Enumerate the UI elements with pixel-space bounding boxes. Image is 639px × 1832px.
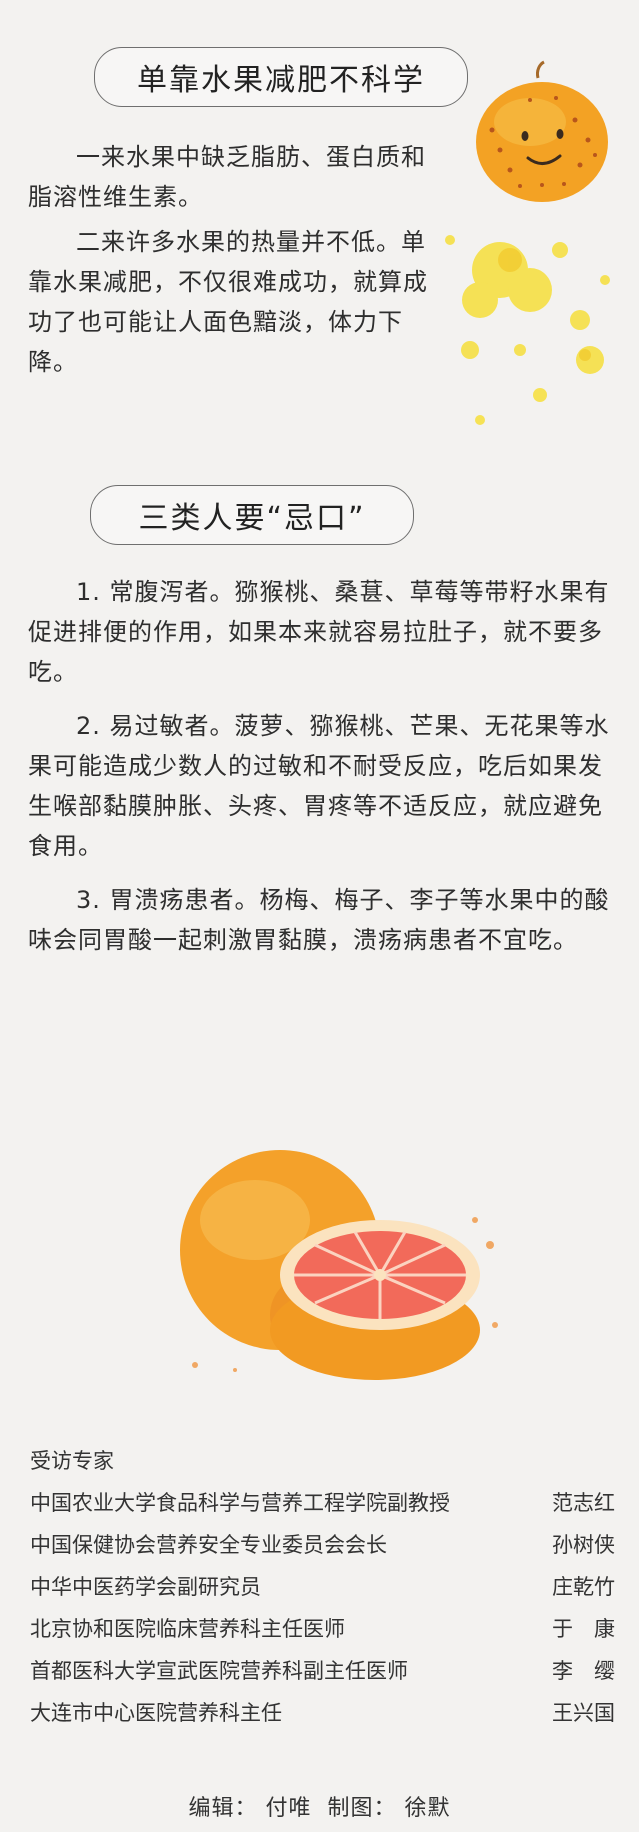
- expert-org: 中华中医药学会副研究员: [30, 1575, 261, 1599]
- expert-name: 李 缨: [552, 1659, 615, 1683]
- expert-name: 孙树侠: [552, 1533, 615, 1557]
- expert-org: 中国农业大学食品科学与营养工程学院副教授: [30, 1491, 450, 1515]
- editor-label: 编辑：: [188, 1796, 258, 1821]
- grapefruit-illustration: [180, 1150, 498, 1380]
- editor-name: 付唯: [265, 1796, 312, 1821]
- list-item-diarrhea: 1. 常腹泻者。猕猴桃、桑葚、草莓等带籽水果有促进排便的作用，如果本来就容易拉肚…: [28, 578, 610, 686]
- expert-row: 中国农业大学食品科学与营养工程学院副教授 范志红: [30, 1482, 615, 1524]
- expert-row: 大连市中心医院营养科主任 王兴国: [30, 1692, 615, 1734]
- expert-org: 北京协和医院临床营养科主任医师: [30, 1617, 345, 1641]
- expert-row: 中国保健协会营养安全专业委员会会长 孙树侠: [30, 1524, 615, 1566]
- expert-org: 首都医科大学宣武医院营养科副主任医师: [30, 1659, 408, 1683]
- expert-name: 庄乾竹: [552, 1575, 615, 1599]
- expert-row: 中华中医药学会副研究员 庄乾竹: [30, 1566, 615, 1608]
- interviewed-experts: 受访专家 中国农业大学食品科学与营养工程学院副教授 范志红 中国保健协会营养安全…: [30, 1440, 615, 1734]
- yellow-paint-splash: [445, 235, 610, 425]
- section-heading-avoid: 三类人要“忌口”: [90, 485, 414, 545]
- list-item-allergy: 2. 易过敏者。菠萝、猕猴桃、芒果、无花果等水果可能造成少数人的过敏和不耐受反应…: [28, 712, 610, 860]
- expert-org: 大连市中心医院营养科主任: [30, 1701, 282, 1725]
- expert-row: 北京协和医院临床营养科主任医师 于 康: [30, 1608, 615, 1650]
- section-heading-fruit-diet: 单靠水果减肥不科学: [94, 47, 468, 107]
- experts-title: 受访专家: [30, 1449, 114, 1473]
- credits-line: 编辑： 付唯 制图： 徐默: [0, 1790, 639, 1822]
- expert-name: 王兴国: [552, 1701, 615, 1725]
- expert-org: 中国保健协会营养安全专业委员会会长: [30, 1533, 387, 1557]
- paragraph-calories: 二来许多水果的热量并不低。单靠水果减肥，不仅很难成功，就算成功了也可能让人面色黯…: [28, 228, 428, 376]
- expert-name: 于 康: [552, 1617, 615, 1641]
- expert-name: 范志红: [552, 1491, 615, 1515]
- design-label: 制图：: [327, 1796, 397, 1821]
- expert-row: 首都医科大学宣武医院营养科副主任医师 李 缨: [30, 1650, 615, 1692]
- paragraph-lacks-nutrients: 一来水果中缺乏脂肪、蛋白质和脂溶性维生素。: [28, 143, 426, 211]
- list-item-ulcer: 3. 胃溃疡患者。杨梅、梅子、李子等水果中的酸味会同胃酸一起刺激胃黏膜，溃疡病患…: [28, 886, 610, 954]
- smiling-orange-illustration: [476, 60, 608, 202]
- designer-name: 徐默: [404, 1796, 451, 1821]
